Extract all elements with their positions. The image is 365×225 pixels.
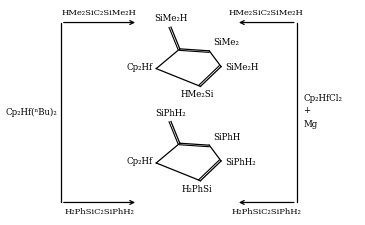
Text: H₂PhSiC₂SiPhH₂: H₂PhSiC₂SiPhH₂ (65, 208, 134, 216)
Text: SiMe₂H: SiMe₂H (225, 63, 258, 72)
Text: Mg: Mg (303, 120, 318, 129)
Text: +: + (303, 106, 310, 115)
Text: SiPhH: SiPhH (213, 133, 241, 142)
Text: H₂PhSiC₂SiPhH₂: H₂PhSiC₂SiPhH₂ (231, 208, 301, 216)
Text: Cp₂HfCl₂: Cp₂HfCl₂ (303, 94, 342, 103)
Text: HMe₂Si: HMe₂Si (180, 90, 214, 99)
Text: SiPhH₂: SiPhH₂ (225, 158, 256, 166)
Text: Cp₂Hf: Cp₂Hf (126, 157, 152, 166)
Text: Cp₂Hf(ⁿBu)₂: Cp₂Hf(ⁿBu)₂ (6, 108, 58, 117)
Text: SiPhH₂: SiPhH₂ (155, 108, 186, 117)
Text: Cp₂Hf: Cp₂Hf (126, 63, 152, 72)
Text: HMe₂SiC₂SiMe₂H: HMe₂SiC₂SiMe₂H (62, 9, 137, 17)
Text: H₂PhSi: H₂PhSi (182, 185, 212, 194)
Text: SiMe₂H: SiMe₂H (154, 14, 188, 23)
Text: HMe₂SiC₂SiMe₂H: HMe₂SiC₂SiMe₂H (229, 9, 304, 17)
Text: SiMe₂: SiMe₂ (213, 38, 239, 47)
